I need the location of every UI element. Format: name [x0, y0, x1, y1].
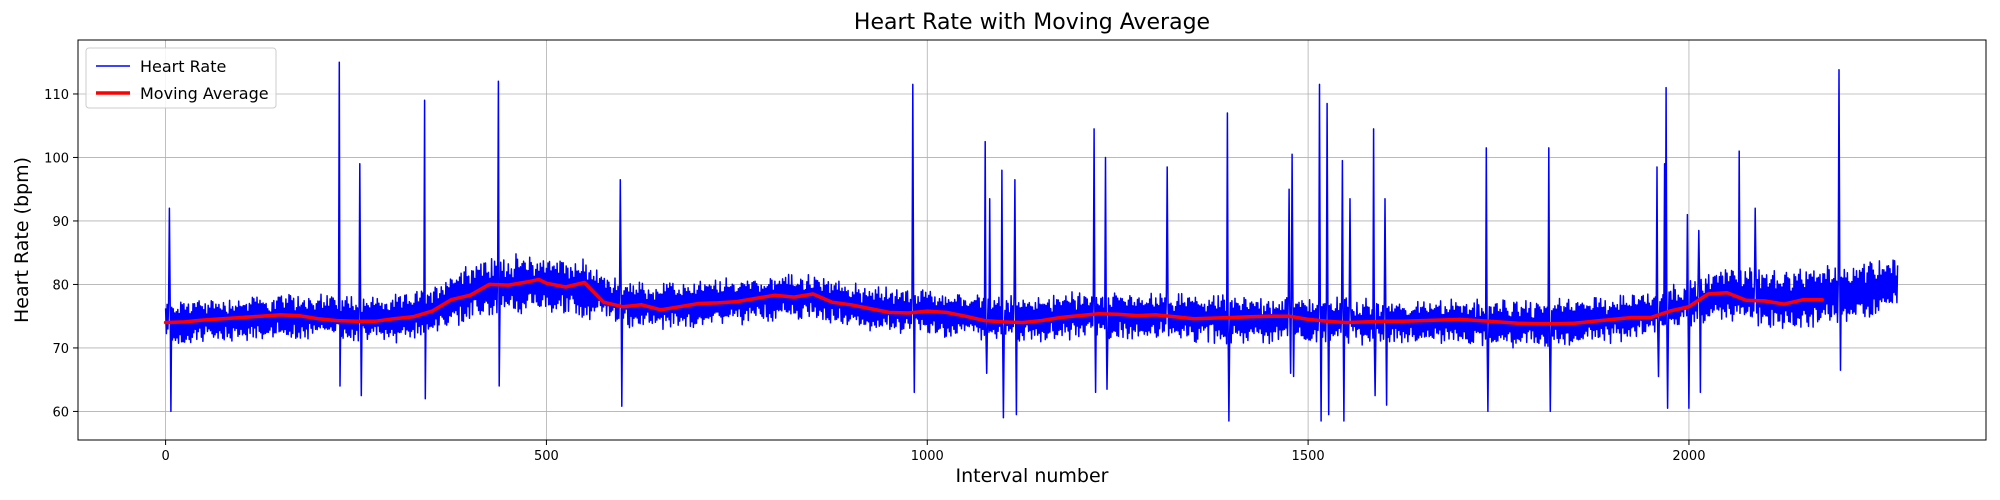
x-axis-ticks: 0 500 1000 1500 2000: [161, 440, 1705, 464]
y-tick-label: 80: [52, 278, 69, 293]
x-axis-label: Interval number: [956, 465, 1109, 487]
legend-box: [85, 47, 277, 109]
heart-rate-line: [164, 61, 1899, 422]
x-tick-label: 500: [534, 449, 559, 464]
legend: Heart Rate Moving Average: [85, 47, 277, 109]
x-tick-label: 2000: [1672, 449, 1705, 464]
series-layer: [163, 61, 1899, 422]
legend-label-heart-rate: Heart Rate: [140, 57, 226, 76]
chart-title: Heart Rate with Moving Average: [854, 10, 1210, 35]
y-tick-label: 110: [44, 88, 69, 103]
y-tick-label: 60: [52, 405, 69, 420]
y-axis-ticks: 60 70 80 90 100 110: [44, 88, 78, 420]
y-tick-label: 70: [52, 342, 69, 357]
x-tick-label: 0: [161, 449, 169, 464]
grid-lines: [78, 40, 1986, 440]
y-axis-label: Heart Rate (bpm): [11, 157, 33, 323]
moving-average-line: [163, 277, 1824, 326]
y-tick-label: 100: [44, 151, 69, 166]
plot-frame: [77, 39, 1987, 441]
legend-label-moving-average: Moving Average: [140, 84, 269, 103]
y-tick-label: 90: [52, 215, 69, 230]
x-tick-label: 1500: [1292, 449, 1325, 464]
x-tick-label: 1000: [911, 449, 944, 464]
